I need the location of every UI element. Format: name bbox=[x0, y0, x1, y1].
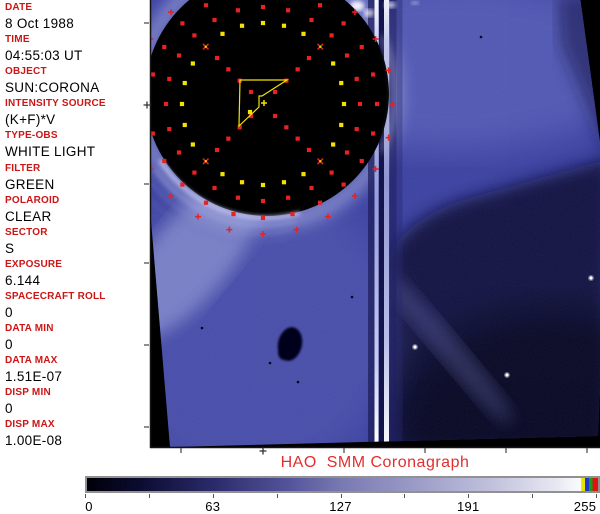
metadata-field-object: OBJECT SUN:CORONA bbox=[5, 66, 143, 96]
field-value: 0 bbox=[5, 305, 143, 321]
field-value: 0 bbox=[5, 401, 143, 417]
metadata-field-time: TIME 04:55:03 UT bbox=[5, 34, 143, 64]
field-value: 1.00E-08 bbox=[5, 433, 143, 449]
metadata-field-disp-max: DISP MAX 1.00E-08 bbox=[5, 419, 143, 449]
field-label: DATA MIN bbox=[5, 323, 143, 335]
field-label: EXPOSURE bbox=[5, 259, 143, 271]
field-value: WHITE LIGHT bbox=[5, 144, 143, 160]
field-label: SPACECRAFT ROLL bbox=[5, 291, 143, 303]
metadata-field-disp-min: DISP MIN 0 bbox=[5, 387, 143, 417]
metadata-field-date: DATE 8 Oct 1988 bbox=[5, 2, 143, 32]
field-label: INTENSITY SOURCE bbox=[5, 98, 143, 110]
field-label: FILTER bbox=[5, 163, 143, 175]
field-label: OBJECT bbox=[5, 66, 143, 78]
metadata-field-filter: FILTER GREEN bbox=[5, 163, 143, 193]
colorbar-minor-tick bbox=[149, 494, 150, 498]
metadata-field-exposure: EXPOSURE 6.144 bbox=[5, 259, 143, 289]
field-label: DATE bbox=[5, 2, 143, 14]
colorbar bbox=[85, 476, 600, 493]
metadata-field-intensity-source: INTENSITY SOURCE (K+F)*V bbox=[5, 98, 143, 128]
field-value: GREEN bbox=[5, 177, 143, 193]
field-value: 04:55:03 UT bbox=[5, 48, 143, 64]
metadata-field-data-min: DATA MIN 0 bbox=[5, 323, 143, 353]
colorbar-minor-tick bbox=[404, 494, 405, 498]
metadata-field-spacecraft-roll: SPACECRAFT ROLL 0 bbox=[5, 291, 143, 321]
metadata-field-sector: SECTOR S bbox=[5, 227, 143, 257]
colorbar-minor-tick bbox=[277, 494, 278, 498]
colorbar-tick bbox=[596, 494, 597, 498]
field-value: 0 bbox=[5, 337, 143, 353]
colorbar-tick bbox=[468, 494, 469, 498]
field-label: TIME bbox=[5, 34, 143, 46]
field-label: SECTOR bbox=[5, 227, 143, 239]
field-value: SUN:CORONA bbox=[5, 80, 143, 96]
colorbar-tick bbox=[341, 494, 342, 498]
field-label: DATA MAX bbox=[5, 355, 143, 367]
field-value: S bbox=[5, 241, 143, 257]
metadata-field-data-max: DATA MAX 1.51E-07 bbox=[5, 355, 143, 385]
field-value: (K+F)*V bbox=[5, 112, 143, 128]
image-title: HAO SMM Coronagraph bbox=[150, 454, 600, 472]
metadata-field-type-obs: TYPE-OBS WHITE LIGHT bbox=[5, 130, 143, 160]
colorbar-minor-tick bbox=[532, 494, 533, 498]
field-label: DISP MAX bbox=[5, 419, 143, 431]
metadata-field-polaroid: POLAROID CLEAR bbox=[5, 195, 143, 225]
field-label: TYPE-OBS bbox=[5, 130, 143, 142]
metadata-sidebar: DATE 8 Oct 1988 TIME 04:55:03 UT OBJECT SUN:C… bbox=[0, 0, 143, 447]
field-value: 6.144 bbox=[5, 273, 143, 289]
field-value: 1.51E-07 bbox=[5, 369, 143, 385]
field-value: 8 Oct 1988 bbox=[5, 16, 143, 32]
colorbar-tick bbox=[213, 494, 214, 498]
field-label: DISP MIN bbox=[5, 387, 143, 399]
field-value: CLEAR bbox=[5, 209, 143, 225]
image-area bbox=[90, 0, 600, 512]
colorbar-tick bbox=[85, 494, 86, 498]
field-label: POLAROID bbox=[5, 195, 143, 207]
